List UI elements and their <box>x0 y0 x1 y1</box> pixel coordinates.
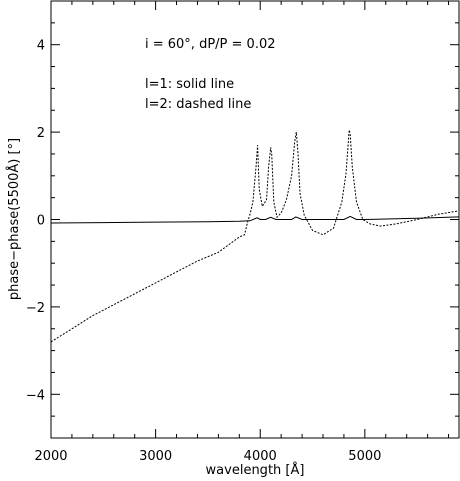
x-axis-label: wavelength [Å] <box>206 462 305 478</box>
x-tick-label: 2000 <box>34 449 67 464</box>
annotation-l2: l=2: dashed line <box>145 97 251 112</box>
y-tick-label: −4 <box>26 388 45 403</box>
y-tick-label: −2 <box>26 301 45 316</box>
annotation-l1: l=1: solid line <box>145 77 234 92</box>
y-tick-label: 2 <box>37 126 45 141</box>
series-line-1 <box>50 215 460 224</box>
axis-ticks: 2000 3000 4000 5000 4 2 0 −2 −4 <box>26 0 459 464</box>
y-tick-label: 0 <box>37 214 45 229</box>
x-tick-label: 4000 <box>244 449 277 464</box>
plot-frame <box>50 0 460 439</box>
x-tick-label: 5000 <box>348 449 381 464</box>
series-group <box>50 129 460 343</box>
series-line-2 <box>50 129 460 343</box>
y-axis-label: phase−phase(5500Å) [°] <box>6 138 22 300</box>
annotation-params: i = 60°, dP/P = 0.02 <box>145 37 276 52</box>
y-tick-label: 4 <box>37 39 45 54</box>
x-tick-label: 3000 <box>139 449 172 464</box>
